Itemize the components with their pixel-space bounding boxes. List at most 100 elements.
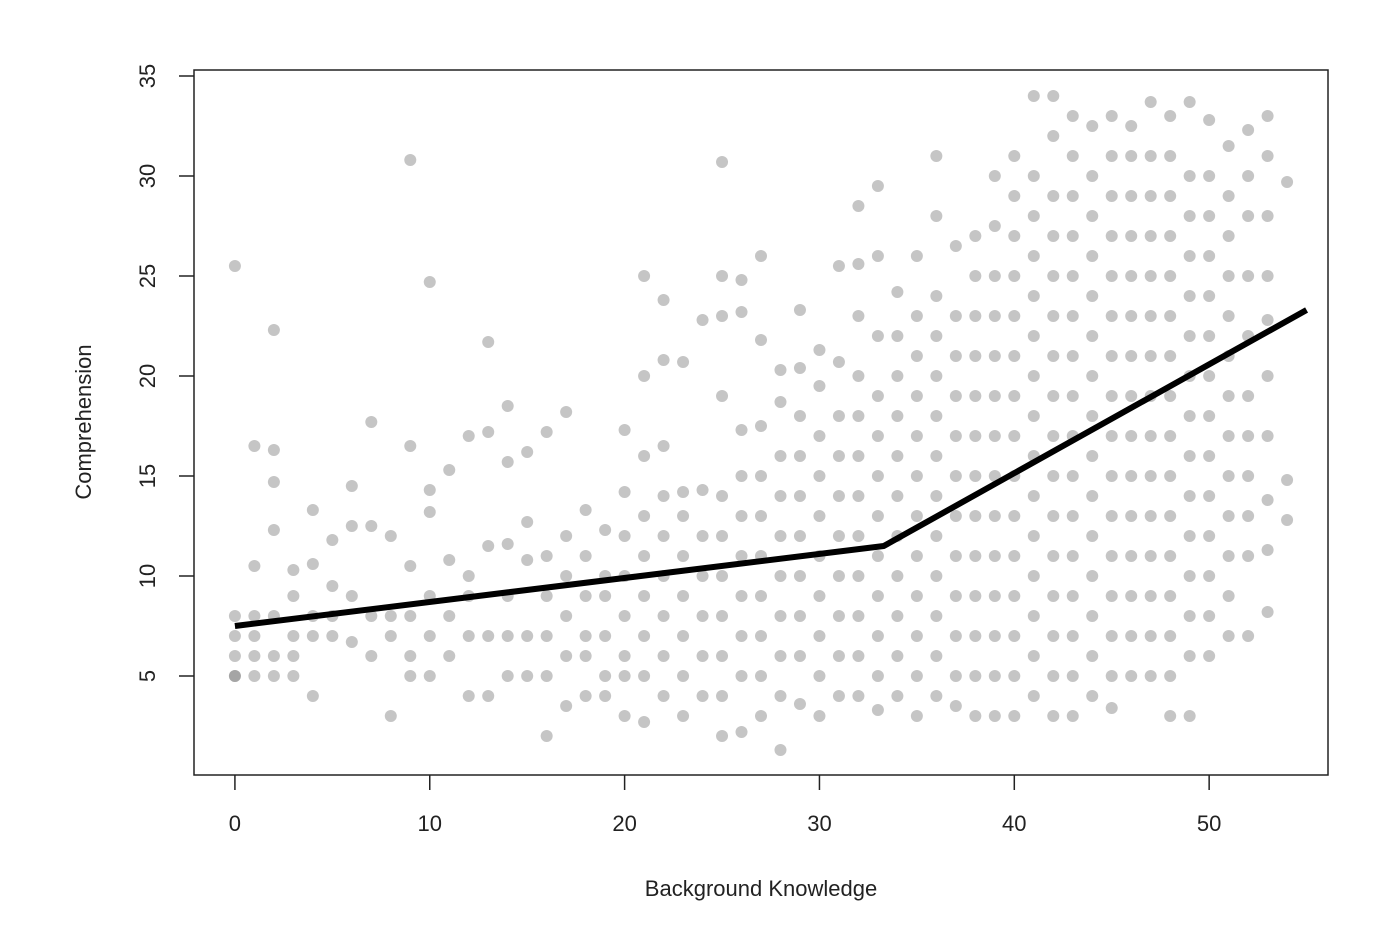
scatter-point	[1105, 590, 1118, 602]
scatter-point	[404, 610, 417, 622]
scatter-point	[774, 364, 787, 376]
scatter-point	[1125, 670, 1138, 682]
scatter-point	[1086, 690, 1099, 702]
scatter-point	[638, 670, 651, 682]
scatter-point	[1027, 610, 1040, 622]
scatter-point	[1105, 510, 1118, 522]
scatter-point	[1144, 96, 1157, 108]
scatter-point	[443, 464, 456, 476]
scatter-point	[793, 570, 806, 582]
scatter-point	[1066, 670, 1079, 682]
scatter-point	[267, 444, 280, 456]
scatter-point	[287, 630, 300, 642]
scatter-point	[677, 356, 690, 368]
scatter-point	[1164, 670, 1177, 682]
scatter-point	[1203, 450, 1216, 462]
scatter-point	[618, 710, 631, 722]
scatter-point	[1222, 310, 1235, 322]
scatter-point	[657, 690, 670, 702]
scatter-point	[1125, 310, 1138, 322]
scatter-point	[735, 670, 748, 682]
scatter-point	[1086, 370, 1099, 382]
scatter-point	[1086, 290, 1099, 302]
scatter-point	[423, 484, 436, 496]
scatter-point	[228, 610, 241, 622]
scatter-point	[1261, 430, 1274, 442]
scatter-point	[852, 690, 865, 702]
scatter-point	[774, 450, 787, 462]
scatter-point	[1203, 170, 1216, 182]
scatter-point	[988, 310, 1001, 322]
scatter-point	[287, 650, 300, 662]
scatter-point	[618, 610, 631, 622]
scatter-point	[774, 490, 787, 502]
scatter-point	[501, 456, 514, 468]
scatter-point	[1027, 490, 1040, 502]
scatter-point	[1164, 710, 1177, 722]
scatter-point	[1144, 590, 1157, 602]
scatter-point	[949, 590, 962, 602]
scatter-point	[1203, 210, 1216, 222]
scatter-point	[852, 490, 865, 502]
scatter-point	[1105, 270, 1118, 282]
scatter-point	[1242, 550, 1255, 562]
scatter-point	[930, 650, 943, 662]
scatter-point	[618, 530, 631, 542]
scatter-point	[813, 710, 826, 722]
scatter-point	[677, 710, 690, 722]
scatter-point	[1203, 650, 1216, 662]
scatter-point	[930, 370, 943, 382]
scatter-point	[560, 570, 573, 582]
scatter-point	[365, 520, 378, 532]
scatter-point	[1261, 494, 1274, 506]
scatter-point	[891, 410, 904, 422]
scatter-point	[1183, 570, 1196, 582]
scatter-point	[1086, 570, 1099, 582]
scatter-point	[1027, 410, 1040, 422]
scatter-point	[384, 610, 397, 622]
scatter-point	[1144, 150, 1157, 162]
scatter-point	[1066, 150, 1079, 162]
scatter-point	[423, 506, 436, 518]
scatter-point	[735, 274, 748, 286]
scatter-point	[404, 560, 417, 572]
scatter-point	[404, 154, 417, 166]
scatter-point	[1047, 350, 1060, 362]
scatter-point	[1242, 470, 1255, 482]
scatter-point	[579, 504, 592, 516]
scatter-point	[1242, 390, 1255, 402]
scatter-point	[1164, 510, 1177, 522]
x-tick-label: 0	[229, 811, 241, 836]
scatter-point	[1222, 190, 1235, 202]
scatter-point	[1222, 590, 1235, 602]
scatter-point	[1105, 702, 1118, 714]
scatter-point	[1047, 510, 1060, 522]
scatter-point	[228, 670, 241, 682]
scatter-point	[735, 726, 748, 738]
scatter-point	[1164, 110, 1177, 122]
scatter-point	[1183, 96, 1196, 108]
scatter-point	[891, 610, 904, 622]
scatter-point	[1105, 110, 1118, 122]
scatter-point	[1066, 590, 1079, 602]
scatter-point	[871, 390, 884, 402]
scatter-point	[949, 670, 962, 682]
scatter-point	[1222, 390, 1235, 402]
scatter-point	[1105, 350, 1118, 362]
scatter-point	[677, 550, 690, 562]
scatter-point	[326, 630, 339, 642]
scatter-point	[949, 550, 962, 562]
scatter-point	[1281, 474, 1294, 486]
scatter-point	[832, 410, 845, 422]
scatter-point	[1261, 544, 1274, 556]
scatter-point	[793, 362, 806, 374]
scatter-point	[871, 510, 884, 522]
scatter-point	[910, 670, 923, 682]
scatter-point	[1086, 250, 1099, 262]
scatter-point	[1066, 710, 1079, 722]
scatter-point	[1105, 310, 1118, 322]
scatter-point	[1125, 350, 1138, 362]
scatter-point	[1125, 590, 1138, 602]
scatter-point	[1047, 710, 1060, 722]
scatter-point	[228, 670, 241, 682]
